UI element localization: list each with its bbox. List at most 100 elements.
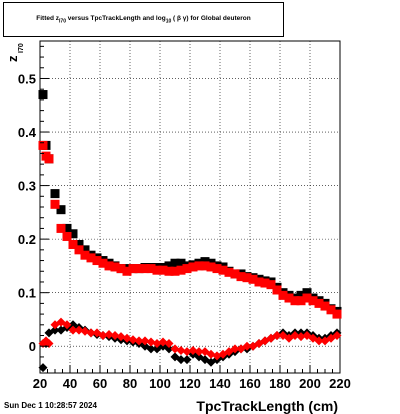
y-tick-label: 0 — [29, 339, 36, 354]
data-point-square-red — [284, 293, 294, 303]
data-point-square-red — [44, 154, 54, 164]
data-point-square-red — [98, 258, 108, 268]
data-point-diamond-black — [164, 344, 174, 354]
data-point-diamond-red — [296, 332, 306, 342]
data-point-square-black — [62, 223, 72, 233]
title-middle-sub: 10 — [165, 18, 172, 25]
y-axis-label-main: z — [5, 55, 20, 62]
data-point-diamond-black — [146, 344, 156, 354]
y-axis-label: z I70 — [5, 43, 25, 62]
data-point-square-red — [200, 261, 210, 271]
data-point-square-red — [116, 264, 126, 274]
data-point-diamond-red — [98, 331, 108, 341]
data-point-square-red — [260, 278, 270, 288]
y-tick-label: 0.5 — [18, 71, 36, 86]
data-point-square-red — [242, 273, 252, 283]
data-point-square-red — [74, 245, 84, 255]
data-point-diamond-red — [134, 336, 144, 346]
data-point-square-red — [194, 261, 204, 271]
y-tick-label: 0.4 — [18, 125, 37, 140]
data-point-diamond-red — [182, 347, 192, 357]
data-point-square-red — [212, 264, 222, 274]
data-point-square-red — [308, 296, 318, 306]
data-point-square-black — [170, 258, 180, 268]
y-tick-label: 0.1 — [18, 286, 36, 301]
data-point-square-black — [74, 239, 84, 249]
data-point-diamond-red — [62, 320, 72, 330]
ticks-layer: 20 40 60 80 100 120 140 160 180 200 220 0 0.1 0.2 0.3 0… — [18, 45, 351, 391]
data-point-square-red — [332, 309, 342, 319]
x-tick-label: 180 — [269, 376, 291, 391]
data-point-square-red — [236, 272, 246, 282]
data-point-square-red — [278, 290, 288, 300]
data-point-diamond-red — [164, 339, 174, 349]
data-point-diamond-red — [176, 346, 186, 356]
data-point-diamond-black — [50, 325, 60, 335]
data-point-diamond-black — [176, 355, 186, 365]
title-box: Fitted zI70 versus TpcTrackLength and lo… — [3, 2, 284, 37]
title-prefix-sub: I70 — [59, 18, 66, 25]
data-point-diamond-red — [86, 328, 96, 338]
data-point-square-red — [254, 277, 264, 287]
data-point-diamond-red — [74, 325, 84, 335]
data-point-square-red — [326, 305, 336, 315]
data-point-square-red — [50, 199, 60, 209]
y-tick-label: 0.3 — [18, 179, 36, 194]
data-point-diamond-red — [314, 336, 324, 346]
data-point-square-red — [272, 285, 282, 295]
x-tick-label: 200 — [299, 376, 321, 391]
data-point-square-red — [68, 239, 78, 249]
data-point-square-red — [296, 296, 306, 306]
data-point-square-red — [80, 250, 90, 260]
data-point-square-black — [50, 189, 60, 199]
data-point-square-red — [110, 262, 120, 272]
title-middle: versus TpcTrackLength and log — [65, 15, 166, 22]
grid-layer — [40, 41, 340, 373]
data-point-diamond-red — [332, 331, 342, 341]
data-point-square-red — [140, 264, 150, 274]
data-point-square-red — [86, 253, 96, 263]
data-point-square-black — [164, 261, 174, 271]
x-tick-label: 20 — [33, 376, 47, 391]
data-point-square-red — [62, 231, 72, 241]
data-point-square-black — [296, 290, 306, 300]
y-axis-label-sub: I70 — [18, 43, 25, 53]
chart-title: Fitted zI70 versus TpcTrackLength and lo… — [4, 15, 283, 24]
data-point-square-red — [218, 265, 228, 275]
data-point-diamond-black — [182, 355, 192, 365]
data-point-square-black — [302, 288, 312, 298]
data-point-square-red — [122, 266, 132, 276]
data-point-square-red — [224, 267, 234, 277]
data-point-square-black — [68, 229, 78, 239]
x-tick-label: 40 — [63, 376, 77, 391]
data-point-square-black — [176, 258, 186, 268]
data-point-square-red — [56, 223, 66, 233]
data-point-square-red — [182, 264, 192, 274]
data-point-square-red — [266, 280, 276, 290]
data-point-square-black — [56, 205, 66, 215]
data-point-square-red — [92, 256, 102, 266]
data-point-square-black — [80, 245, 90, 255]
data-point-diamond-red — [290, 331, 300, 341]
data-point-square-red — [164, 266, 174, 276]
data-point-square-red — [176, 265, 186, 275]
data-point-square-red — [152, 265, 162, 275]
data-point-square-red — [314, 298, 324, 308]
x-tick-label: 120 — [179, 376, 201, 391]
data-point-square-red — [290, 296, 300, 306]
data-point-square-red — [104, 261, 114, 271]
data-point-diamond-red — [140, 336, 150, 346]
x-tick-label: 220 — [329, 376, 351, 391]
x-tick-label: 80 — [123, 376, 137, 391]
data-point-diamond-red — [68, 325, 78, 335]
data-point-square-red — [134, 264, 144, 274]
data-point-square-red — [146, 264, 156, 274]
data-point-square-red — [248, 274, 258, 284]
data-point-square-red — [230, 269, 240, 279]
data-point-square-red — [302, 293, 312, 303]
data-point-square-red — [188, 262, 198, 272]
data-point-square-black — [38, 90, 48, 100]
x-tick-label: 140 — [209, 376, 231, 391]
data-point-square-red — [206, 262, 216, 272]
x-tick-label: 100 — [149, 376, 171, 391]
